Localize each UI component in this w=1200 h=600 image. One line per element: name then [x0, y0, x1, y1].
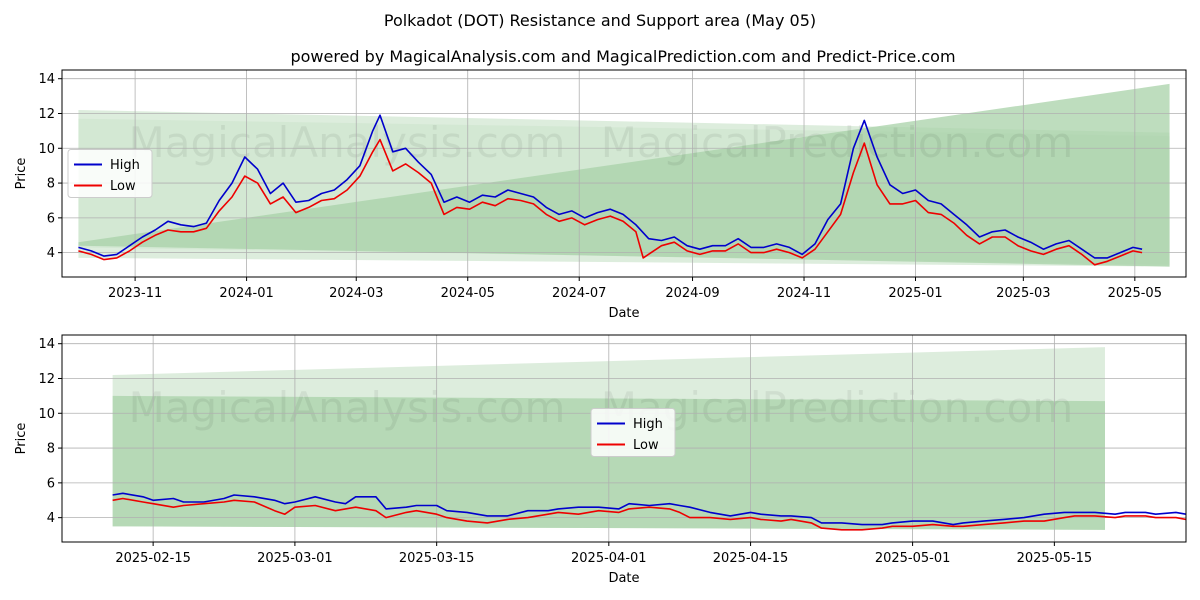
x-tick-label: 2024-05 [441, 286, 495, 301]
y-tick-label: 6 [47, 211, 55, 226]
y-tick-label: 14 [38, 72, 55, 87]
y-axis-label: Price [14, 423, 29, 455]
x-tick-label: 2024-11 [777, 286, 831, 301]
watermark-prediction: MagicalPrediction.com [601, 383, 1074, 432]
y-tick-label: 8 [47, 442, 55, 457]
x-tick-label: 2025-05 [1108, 286, 1162, 301]
x-tick-label: 2024-03 [329, 286, 383, 301]
series-line-low [112, 497, 1186, 531]
x-tick-label: 2025-03-15 [399, 551, 475, 566]
bottom-panel: MagicalAnalysis.com MagicalPrediction.com… [14, 334, 1187, 586]
series-line-high [78, 114, 1143, 259]
x-tick-label: 2023-11 [108, 286, 162, 301]
x-tick-label: 2024-07 [552, 286, 606, 301]
watermark-analysis: MagicalAnalysis.com [129, 383, 566, 432]
watermark-prediction: MagicalPrediction.com [601, 118, 1074, 167]
axes-frame [61, 69, 1187, 278]
x-tick-label: 2025-03 [996, 286, 1050, 301]
series-line-low [78, 138, 1143, 266]
y-tick-label: 12 [38, 372, 55, 387]
resistance-support-band [78, 83, 1170, 267]
y-tick-label: 8 [47, 177, 55, 192]
y-tick-label: 10 [38, 142, 55, 157]
chart-subtitle: powered by MagicalAnalysis.com and Magic… [290, 47, 955, 66]
y-tick-label: 4 [47, 246, 55, 261]
legend-label-high: High [633, 417, 663, 432]
y-tick-label: 14 [38, 337, 55, 352]
legend-label-high: High [110, 158, 140, 173]
legend-label-low: Low [110, 179, 136, 194]
axes-frame [61, 334, 1187, 543]
x-tick-label: 2025-05-01 [875, 551, 951, 566]
watermark-analysis: MagicalAnalysis.com [129, 118, 566, 167]
y-tick-label: 12 [38, 107, 55, 122]
x-axis-label: Date [608, 306, 639, 321]
y-axis-label: Price [14, 158, 29, 190]
x-tick-label: 2025-02-15 [115, 551, 191, 566]
x-tick-label: 2025-01 [888, 286, 942, 301]
series-line-high [112, 492, 1186, 526]
legend: High Low [590, 408, 676, 457]
x-tick-label: 2024-09 [665, 286, 719, 301]
top-panel: MagicalAnalysis.com MagicalPrediction.com… [14, 69, 1187, 321]
plot-area: MagicalAnalysis.com MagicalPrediction.com [62, 70, 1186, 277]
x-axis-label: Date [608, 571, 639, 586]
chart-title: Polkadot (DOT) Resistance and Support ar… [384, 11, 816, 30]
y-tick-label: 4 [47, 511, 55, 526]
x-tick-label: 2025-04-01 [571, 551, 647, 566]
x-tick-label: 2025-05-15 [1017, 551, 1093, 566]
y-tick-label: 6 [47, 476, 55, 491]
x-tick-label: 2024-01 [219, 286, 273, 301]
x-tick-label: 2025-04-15 [713, 551, 789, 566]
legend: High Low [67, 149, 153, 198]
x-tick-label: 2025-03-01 [257, 551, 333, 566]
legend-label-low: Low [633, 438, 659, 453]
y-tick-label: 10 [38, 407, 55, 422]
